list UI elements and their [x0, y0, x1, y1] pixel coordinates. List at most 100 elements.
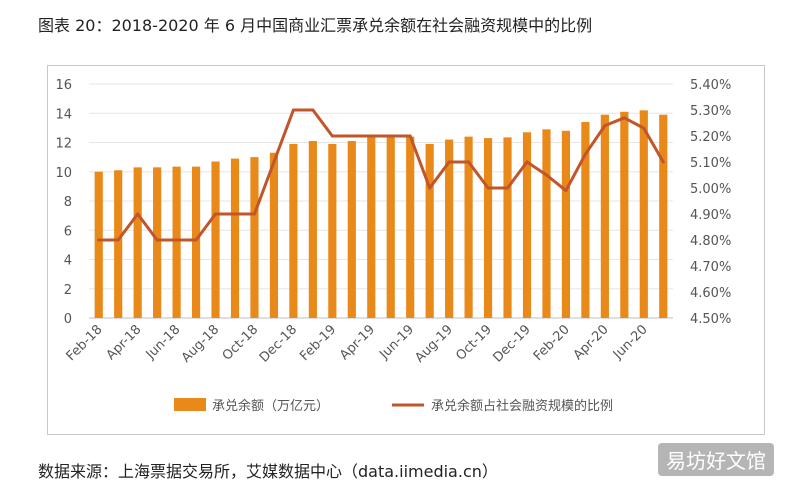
ratio-point-May-20 [622, 116, 626, 120]
legend-bar-swatch [174, 398, 206, 411]
x-tick-label: Apr-20 [571, 322, 612, 363]
bar-Sep-18 [230, 158, 240, 318]
legend-bar-label: 承兑余额（万亿元） [212, 398, 329, 414]
bar-Nov-18 [269, 152, 279, 318]
left-tick-label: 10 [55, 166, 72, 181]
right-tick-label: 4.50% [690, 312, 731, 327]
left-tick-label: 14 [55, 107, 72, 122]
left-axis-ticks: 0 2 4 6 8 10 12 14 16 [55, 78, 72, 327]
right-tick-label: 4.80% [690, 234, 731, 249]
x-axis-ticks: Feb-18Apr-18Jun-18Aug-18Oct-18Dec-18Feb-… [64, 322, 651, 366]
ratio-point-Feb-19 [330, 134, 334, 138]
ratio-point-May-18 [155, 238, 159, 242]
ratio-point-Feb-20 [564, 189, 568, 193]
right-tick-label: 4.70% [690, 260, 731, 275]
bar-Dec-19 [522, 132, 532, 318]
bar-Aug-18 [211, 161, 220, 318]
x-tick-label: Aug-18 [179, 322, 223, 366]
left-tick-label: 12 [55, 137, 72, 152]
bar-Jul-19 [425, 143, 434, 318]
bar-series [94, 110, 668, 319]
legend-line-label: 承兑余额占社会融资规模的比例 [431, 398, 613, 414]
bar-Apr-18 [133, 167, 142, 318]
x-tick-label: Jun-20 [610, 322, 651, 363]
x-tick-label: Apr-18 [104, 322, 145, 363]
right-tick-label: 5.20% [690, 130, 731, 145]
right-tick-label: 5.40% [690, 78, 731, 93]
ratio-point-Sep-19 [467, 160, 471, 164]
ratio-point-Mar-18 [116, 238, 120, 242]
ratio-point-Jul-19 [428, 186, 432, 190]
bar-Mar-20 [581, 122, 590, 319]
left-tick-label: 16 [55, 78, 72, 93]
x-tick-label: Jun-19 [376, 322, 417, 363]
x-tick-label: Jun-18 [143, 322, 184, 363]
bar-Mar-19 [347, 141, 356, 318]
bar-Aug-19 [445, 139, 454, 318]
bar-Oct-19 [483, 138, 493, 318]
right-tick-label: 4.90% [690, 208, 731, 223]
bar-Jul-18 [191, 166, 201, 318]
right-tick-label: 4.60% [690, 286, 731, 301]
bar-Apr-20 [600, 114, 609, 319]
x-tick-label: Feb-19 [297, 322, 339, 364]
ratio-point-29 [661, 160, 665, 164]
ratio-point-Jun-19 [408, 134, 412, 138]
x-tick-label: Oct-19 [453, 322, 495, 364]
ratio-point-Mar-19 [350, 134, 354, 138]
grid-lines [89, 83, 673, 319]
bar-Jun-19 [406, 136, 415, 318]
ratio-point-Nov-18 [272, 160, 276, 164]
bar-May-19 [386, 136, 395, 318]
chart-title: 图表 20：2018-2020 年 6 月中国商业汇票承兑余额在社会融资规模中的… [38, 16, 593, 35]
x-tick-label: Oct-18 [220, 322, 262, 364]
ratio-point-Aug-19 [447, 160, 451, 164]
bar-Nov-19 [503, 137, 512, 318]
bar-Apr-19 [367, 136, 376, 318]
left-tick-label: 0 [64, 312, 72, 327]
right-axis-ticks: 4.50% 4.60% 4.70% 4.80% 4.90% 5.00% 5.10% 5.20%… [690, 78, 731, 327]
legend: 承兑余额（万亿元） 承兑余额占社会融资规模的比例 [174, 398, 613, 414]
ratio-point-Oct-18 [252, 212, 256, 216]
ratio-point-Apr-18 [136, 212, 140, 216]
bar-Jan-19 [308, 141, 317, 318]
ratio-point-Apr-19 [369, 134, 373, 138]
bar-29 [659, 114, 668, 319]
ratio-point-Aug-18 [214, 212, 218, 216]
ratio-point-Jan-20 [544, 173, 548, 177]
left-tick-label: 4 [64, 254, 72, 269]
watermark: 易坊好文馆 [658, 443, 774, 476]
ratio-point-Jan-19 [311, 108, 315, 112]
right-tick-label: 5.00% [690, 182, 731, 197]
ratio-point-Dec-18 [291, 108, 295, 112]
ratio-point-Dec-19 [525, 160, 529, 164]
bar-Mar-18 [114, 170, 123, 318]
right-tick-label: 5.10% [690, 156, 731, 171]
ratio-line [98, 108, 665, 242]
right-tick-label: 5.30% [690, 104, 731, 119]
ratio-point-Jun-18 [175, 238, 179, 242]
left-tick-label: 6 [64, 224, 72, 239]
ratio-point-Feb-18 [97, 238, 101, 242]
x-tick-label: Dec-19 [490, 322, 533, 365]
ratio-point-Jul-18 [194, 238, 198, 242]
left-tick-label: 8 [64, 195, 72, 210]
ratio-point-Apr-20 [603, 124, 607, 128]
x-tick-label: Feb-18 [64, 322, 106, 364]
bar-Jun-20 [639, 110, 648, 318]
ratio-point-Sep-18 [233, 212, 237, 216]
x-tick-label: Apr-19 [337, 322, 378, 363]
x-tick-label: Feb-20 [531, 322, 573, 364]
bar-Jan-20 [542, 129, 551, 318]
bar-May-18 [153, 167, 162, 318]
bar-Sep-19 [464, 136, 473, 318]
bar-Oct-18 [250, 157, 259, 318]
left-tick-label: 2 [64, 283, 72, 298]
bar-Feb-20 [561, 130, 571, 318]
source-note: 数据来源：上海票据交易所，艾媒数据中心（data.iimedia.cn） [38, 462, 498, 481]
bar-Jun-18 [172, 166, 181, 318]
ratio-point-Oct-19 [486, 186, 490, 190]
x-tick-label: Aug-19 [412, 322, 456, 366]
bar-Feb-18 [94, 171, 103, 318]
ratio-point-Mar-20 [583, 152, 587, 156]
